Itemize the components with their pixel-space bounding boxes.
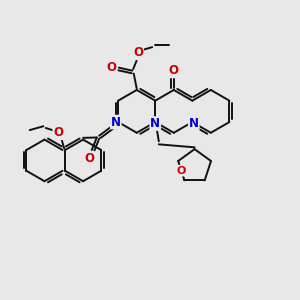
Text: O: O — [106, 61, 116, 74]
Text: O: O — [169, 64, 179, 77]
Text: N: N — [150, 117, 160, 130]
Text: N: N — [189, 117, 199, 130]
Text: O: O — [177, 166, 186, 176]
Text: O: O — [133, 46, 143, 59]
Text: O: O — [84, 152, 94, 165]
Text: O: O — [53, 126, 63, 139]
Text: N: N — [111, 116, 121, 129]
